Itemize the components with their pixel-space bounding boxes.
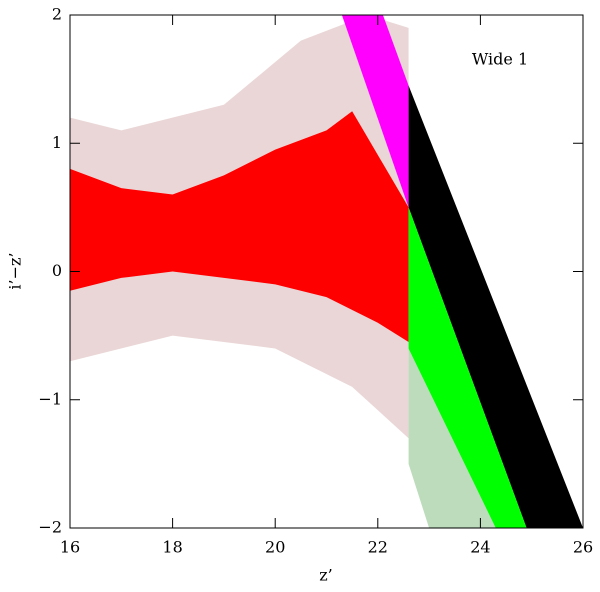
point-region	[408, 207, 527, 528]
y-axis-label: i’−z’	[6, 252, 25, 289]
point-region	[70, 111, 409, 343]
x-tick-label: 22	[368, 538, 388, 557]
point-region	[341, 15, 409, 208]
x-tick-label: 18	[162, 538, 182, 557]
y-tick-label: −1	[38, 389, 62, 408]
y-tick-label: 2	[52, 5, 62, 24]
y-tick-label: 0	[52, 261, 62, 280]
x-tick-label: 24	[470, 538, 490, 557]
point-region	[408, 85, 583, 528]
x-axis-label: z’	[319, 566, 333, 585]
y-tick-label: −2	[38, 518, 62, 537]
x-tick-label: 20	[265, 538, 285, 557]
x-tick-label: 26	[573, 538, 593, 557]
x-tick-label: 16	[60, 538, 80, 557]
annotation: Wide 1	[472, 50, 528, 69]
y-tick-label: 1	[52, 133, 62, 152]
